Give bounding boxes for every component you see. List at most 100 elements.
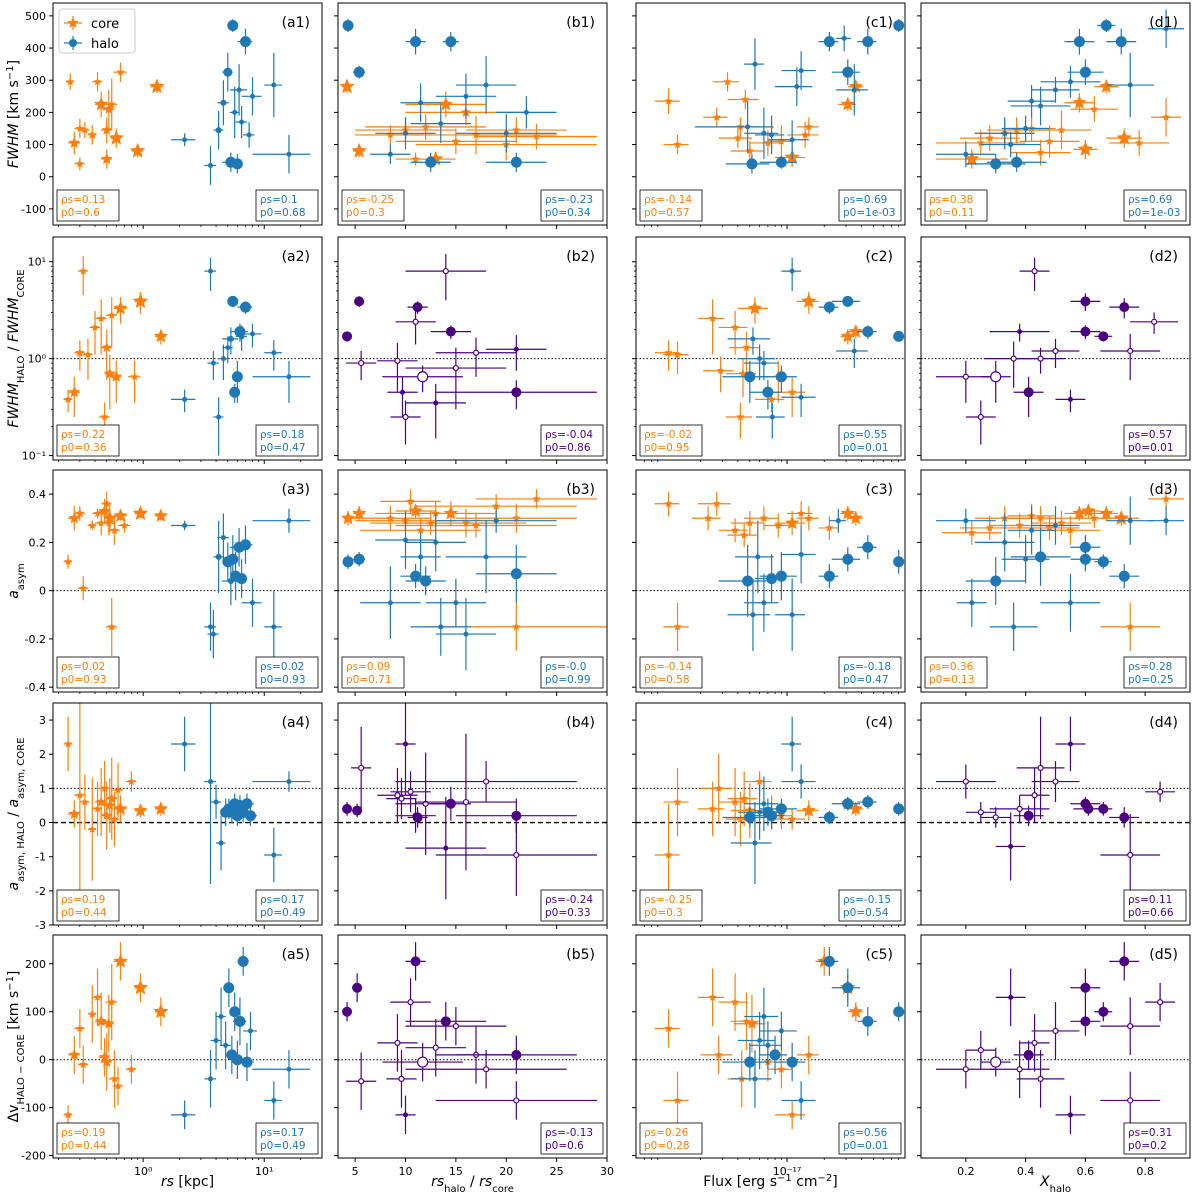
data-point-circle [1127,518,1133,524]
data-layer [340,489,607,671]
stats-rho: ρs=-0.18 [843,661,891,673]
data-point-circle [1118,570,1130,582]
label-part: −1 [5,65,16,80]
data-point-circle [433,539,439,545]
data-point-star [730,997,740,1006]
stats-p: p0=0.49 [260,1140,306,1152]
stats-p: p0=0.6 [61,207,100,219]
data-point-star [63,557,73,566]
stats-box [540,1122,604,1155]
data-point-circle [775,156,787,168]
data-point-circle [752,840,758,846]
y-tick-label: -0.2 [25,633,46,646]
data-point-star [788,387,797,396]
y-tick-label: -200 [21,1150,46,1163]
stats-rho: ρs=0.1 [260,194,298,206]
data-point-circle [433,400,439,406]
stats-p: p0=0.28 [644,1140,690,1152]
data-point-circle [241,1056,253,1068]
label-part: FWHM [6,383,22,428]
stats-p: p0=1e-03 [1128,207,1180,219]
data-point-circle [241,798,253,810]
y-tick-label: 10⁰ [28,353,47,366]
data-point-star [153,801,168,815]
x-axis-labels: rs [kpc] rshalo / rscore Flux [erg s−1 cm−… [161,1173,1071,1194]
stats-box [255,889,319,922]
data-point-circle [412,302,423,313]
stats-box [540,424,604,457]
label-part: / [466,1174,480,1190]
data-point-circle [977,413,984,421]
y-tick-label: 500 [25,10,46,23]
data-layer [654,257,905,439]
data-point-circle [1038,103,1044,109]
data-point-circle [1098,803,1109,814]
data-point-circle [286,518,292,524]
data-point-star [88,1009,97,1018]
data-point-circle [990,575,1002,587]
data-point-circle [893,803,905,815]
data-point-circle [353,553,365,565]
data-point-circle [1151,318,1158,325]
data-point-circle [842,66,854,78]
stats-p: p0=1e-03 [843,207,895,219]
data-point-circle [1098,331,1109,342]
data-point-circle [342,331,353,342]
data-layer [935,9,1185,174]
data-point-star [68,512,81,524]
stats-rho: ρs=0.31 [1128,1127,1172,1139]
data-point-circle [1067,600,1073,606]
data-point-star [804,1050,813,1059]
stats-p: p0=0.3 [346,207,385,219]
data-point-star [800,130,810,139]
data-point-star [461,518,471,527]
y-tick-label: -100 [21,203,46,216]
data-point-star [75,508,85,518]
legend-label: halo [91,37,119,52]
data-point-circle [271,82,277,88]
data-point-circle [789,137,795,143]
data-point-circle [410,36,422,48]
data-point-circle [798,551,804,557]
data-point-circle [231,371,243,383]
data-point-circle [769,1049,781,1061]
data-point-circle [775,803,787,815]
data-point-star [1081,503,1096,518]
panel-label: (c5) [865,947,893,963]
data-point-circle [443,845,449,851]
data-point-circle [893,330,905,342]
stats-rho: ρs=-0.23 [545,194,593,206]
stats-rho: ρs=0.18 [260,429,304,441]
series-halo [694,19,905,174]
data-point-circle [216,414,222,420]
panel-label: (b2) [566,249,595,265]
label-part: rs [161,1174,174,1190]
data-point-circle [962,778,969,785]
data-layer [63,942,311,1130]
label-part: halo [444,1184,465,1194]
label-part: [km s [6,80,22,123]
label-part: −1 [777,1173,792,1184]
y-axis-labels: FWHM [km s−1]FWHMHALO / FWHMCOREaasymaas… [5,60,27,1122]
label-part: X [1039,1174,1050,1190]
data-point-circle [286,1066,292,1072]
data-point-star [716,366,725,375]
data-point-circle [182,1112,188,1118]
data-point-star [1036,148,1045,157]
panel-frame [635,236,906,461]
panel-label: (b5) [566,947,595,963]
data-point-star [101,341,113,353]
stats-rho: ρs=0.55 [843,429,887,441]
data-point-circle [358,1078,365,1085]
series-core [63,703,168,898]
stats-rho: ρs=0.17 [260,894,304,906]
data-point-star [1116,130,1132,145]
data-point-circle [223,982,235,994]
stats-box [838,424,902,457]
data-point-circle [1002,130,1008,136]
label-part: halo [1050,1184,1071,1194]
y-tick-label: 10⁻¹ [22,450,46,463]
data-point-circle [1053,87,1058,93]
data-point-circle [445,798,456,809]
